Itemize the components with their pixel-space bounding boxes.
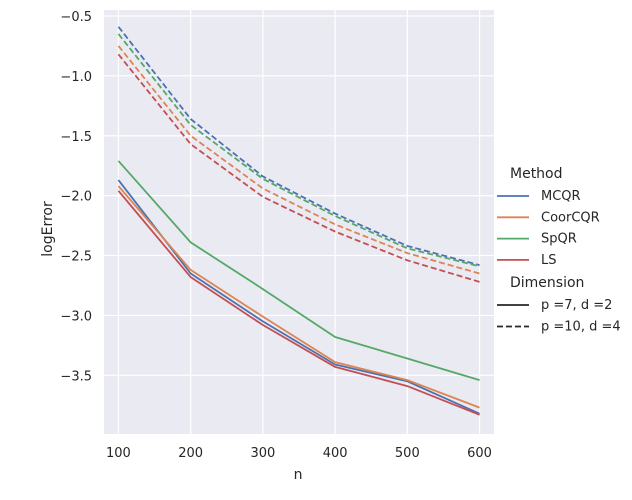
y-tick-label: −0.5	[60, 10, 92, 25]
y-tick-label: −2.0	[60, 190, 92, 205]
series-line-coorcqr-solid	[117, 185, 480, 409]
x-tick-label: 100	[106, 446, 131, 461]
x-axis-label: n	[294, 467, 303, 483]
legend-dimension-title: Dimension	[510, 275, 584, 291]
legend-item-ls: LS	[541, 253, 557, 268]
legend-item-coorcqr: CoorCQR	[541, 210, 600, 225]
series-line-spqr-solid	[117, 160, 480, 381]
y-axis-label: logError	[40, 201, 56, 257]
legend-dimension-item: p =7, d =2	[541, 298, 612, 313]
legend-dimension-item: p =10, d =4	[541, 320, 621, 335]
x-tick-label: 600	[467, 446, 492, 461]
legend-method-title: Method	[510, 166, 563, 182]
x-tick-label: 400	[323, 446, 348, 461]
series-line-mcqr-dashed	[117, 26, 480, 266]
series-line-mcqr-solid	[117, 179, 480, 415]
plot-background	[104, 10, 494, 434]
legend: Method MCQR CoorCQR SpQR LS Dimension p =7, d …	[497, 166, 621, 335]
x-tick-label: 500	[395, 446, 420, 461]
x-tick-label: 200	[178, 446, 203, 461]
series-line-ls-dashed	[117, 53, 480, 283]
series-lines	[117, 26, 480, 416]
y-tick-label: −1.5	[60, 130, 92, 145]
y-tick-label: −3.0	[60, 309, 92, 324]
y-tick-labels: −0.5 −1.0 −1.5 −2.0 −2.5 −3.0 −3.5	[60, 10, 92, 384]
legend-item-mcqr: MCQR	[541, 189, 581, 204]
legend-item-spqr: SpQR	[541, 232, 577, 247]
series-line-coorcqr-dashed	[117, 45, 480, 275]
x-tick-label: 300	[250, 446, 275, 461]
series-line-ls-solid	[117, 190, 480, 416]
y-tick-label: −2.5	[60, 250, 92, 265]
y-tick-label: −3.5	[60, 369, 92, 384]
grid-lines	[104, 10, 494, 434]
series-line-spqr-dashed	[117, 33, 480, 268]
y-tick-label: −1.0	[60, 70, 92, 85]
x-tick-labels: 100 200 300 400 500 600	[106, 446, 492, 461]
